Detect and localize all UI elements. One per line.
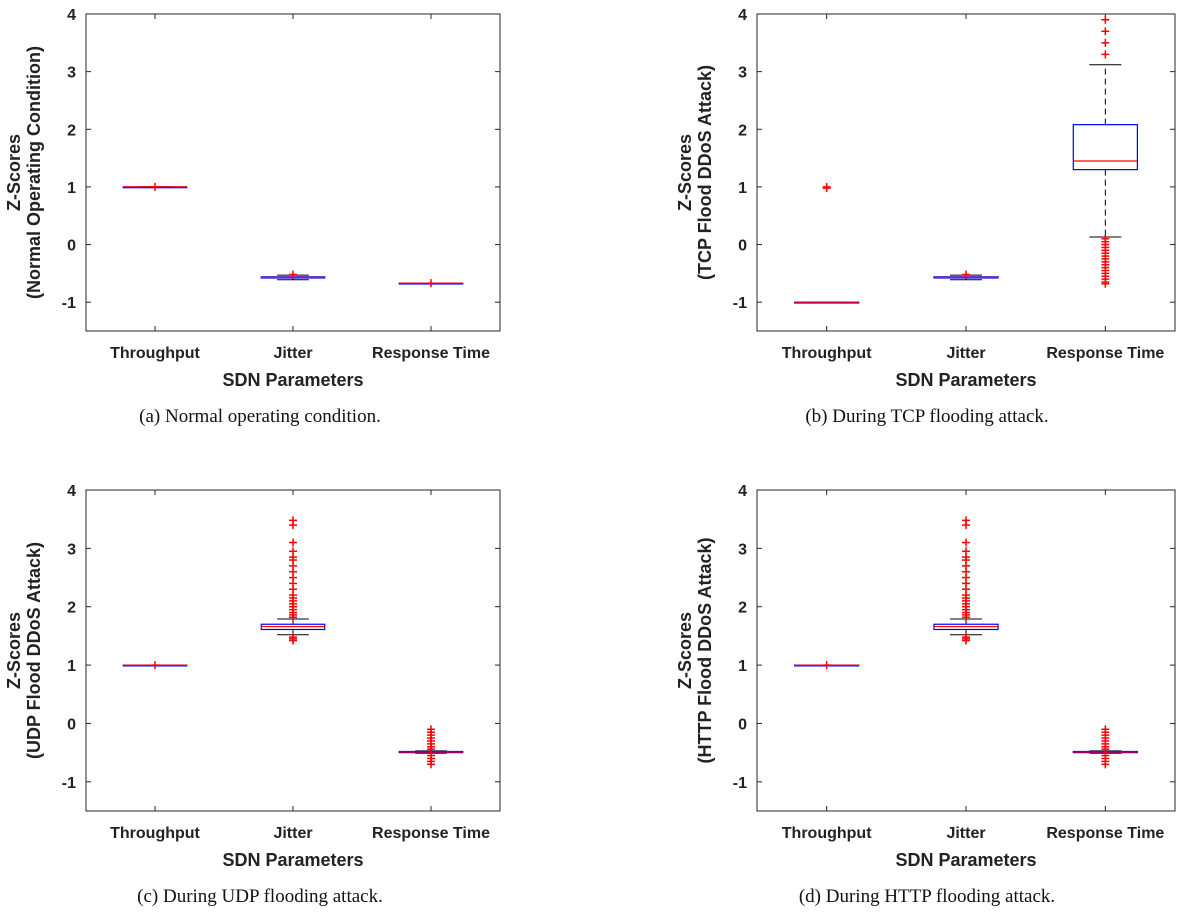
y-axis-label: Z-Scores [675, 612, 695, 689]
y-tick-label: 2 [738, 600, 747, 617]
y-axis-label: (TCP Flood DDoS Attack) [695, 65, 715, 280]
x-tick-label: Response Time [1046, 345, 1164, 362]
y-tick-label: 4 [67, 7, 76, 24]
y-tick-label: 1 [738, 658, 747, 675]
x-tick-label: Response Time [372, 345, 490, 362]
y-tick-label: -1 [733, 295, 747, 312]
chart-caption-a: (a) Normal operating condition. [139, 406, 381, 427]
x-tick-label: Response Time [1046, 825, 1164, 842]
y-tick-label: 4 [738, 7, 747, 24]
x-tick-label: Jitter [946, 825, 985, 842]
chart-svg-c: -1 0 1 2 3 4 Throughput Jitter Response Time SDN … [4, 483, 501, 870]
x-tick-label: Throughput [110, 825, 200, 842]
y-tick-label: -1 [733, 775, 747, 792]
x-tick-label: Jitter [273, 825, 312, 842]
x-tick-label: Throughput [782, 345, 872, 362]
y-tick-label: 4 [738, 483, 747, 500]
y-tick-label: 3 [67, 65, 76, 82]
chart-caption-d: (d) During HTTP flooding attack. [798, 886, 1056, 907]
y-axis-label: (Normal Operating Condition) [24, 46, 44, 299]
y-tick-label: 1 [738, 180, 747, 197]
chart-svg-a: -1 0 1 2 3 4 Throughput Jitter Response Time SDN … [4, 7, 501, 390]
y-axis-label: (HTTP Flood DDoS Attack) [695, 538, 715, 764]
chart-caption-b: (b) During TCP flooding attack. [805, 406, 1049, 427]
x-tick-label: Throughput [110, 345, 200, 362]
chart-panel-a: -1 0 1 2 3 4 Throughput Jitter Response Time SDN … [0, 0, 589, 456]
chart-svg-b: -1 0 1 2 3 4 Throughput Jitter Response Time SDN … [675, 7, 1176, 390]
y-tick-label: 0 [738, 716, 747, 733]
y-axis-label: Z-Scores [4, 134, 24, 211]
x-axis-label: SDN Parameters [895, 850, 1036, 870]
y-tick-label: 1 [67, 658, 76, 675]
x-tick-label: Throughput [782, 825, 872, 842]
x-tick-label: Response Time [372, 825, 490, 842]
x-tick-label: Jitter [273, 345, 312, 362]
y-tick-label: -1 [62, 295, 76, 312]
y-axis-label: Z-Scores [675, 134, 695, 211]
y-tick-label: 2 [67, 600, 76, 617]
y-tick-label: 3 [738, 65, 747, 82]
y-axis-label: Z-Scores [4, 612, 24, 689]
y-tick-label: 2 [67, 122, 76, 139]
y-axis-label: (UDP Flood DDoS Attack) [24, 542, 44, 759]
box [1072, 124, 1138, 171]
y-tick-label: 3 [67, 541, 76, 558]
chart-caption-c: (c) During UDP flooding attack. [137, 886, 383, 907]
chart-panel-c: -1 0 1 2 3 4 Throughput Jitter Response Time SDN … [0, 478, 589, 912]
plot-frame [85, 489, 501, 812]
plot-frame [756, 489, 1176, 812]
chart-panel-d: -1 0 1 2 3 4 Throughput Jitter Response Time SDN … [589, 478, 1178, 912]
y-tick-label: 1 [67, 180, 76, 197]
y-tick-label: 4 [67, 483, 76, 500]
y-tick-label: 0 [67, 238, 76, 255]
y-tick-label: 3 [738, 541, 747, 558]
x-axis-label: SDN Parameters [222, 370, 363, 390]
x-axis-label: SDN Parameters [222, 850, 363, 870]
y-tick-label: -1 [62, 775, 76, 792]
y-tick-label: 2 [738, 122, 747, 139]
chart-svg-d: -1 0 1 2 3 4 Throughput Jitter Response Time SDN … [675, 483, 1176, 870]
y-tick-label: 0 [67, 716, 76, 733]
chart-panel-b: -1 0 1 2 3 4 Throughput Jitter Response Time SDN … [589, 0, 1178, 456]
x-axis-label: SDN Parameters [895, 370, 1036, 390]
plot-frame [756, 13, 1176, 332]
y-tick-label: 0 [738, 238, 747, 255]
x-tick-label: Jitter [946, 345, 985, 362]
